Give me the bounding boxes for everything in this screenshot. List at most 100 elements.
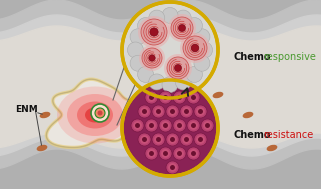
Circle shape	[159, 91, 172, 104]
Circle shape	[147, 149, 156, 158]
Circle shape	[150, 28, 158, 36]
Circle shape	[168, 163, 177, 172]
Circle shape	[194, 29, 210, 45]
Circle shape	[154, 107, 163, 116]
Circle shape	[141, 19, 167, 45]
Circle shape	[198, 109, 203, 114]
Circle shape	[152, 105, 165, 118]
Circle shape	[191, 44, 199, 52]
Circle shape	[142, 109, 147, 114]
Circle shape	[182, 107, 191, 116]
Circle shape	[145, 147, 158, 160]
Circle shape	[180, 105, 193, 118]
Circle shape	[196, 107, 205, 116]
Ellipse shape	[213, 92, 223, 98]
Circle shape	[156, 109, 161, 114]
Circle shape	[130, 55, 146, 71]
Circle shape	[189, 149, 198, 158]
Circle shape	[154, 135, 163, 144]
Circle shape	[177, 95, 182, 100]
Circle shape	[194, 105, 207, 118]
Circle shape	[135, 123, 140, 128]
Circle shape	[175, 149, 184, 158]
Circle shape	[175, 10, 191, 26]
Circle shape	[182, 135, 191, 144]
Circle shape	[171, 17, 193, 39]
Ellipse shape	[243, 112, 253, 118]
Circle shape	[194, 133, 207, 146]
Circle shape	[191, 151, 196, 156]
Circle shape	[187, 147, 200, 160]
Circle shape	[173, 147, 186, 160]
Circle shape	[156, 137, 161, 142]
Circle shape	[166, 161, 179, 174]
Ellipse shape	[57, 87, 133, 143]
Polygon shape	[47, 79, 155, 147]
Circle shape	[168, 107, 177, 116]
Circle shape	[163, 95, 168, 100]
Circle shape	[142, 48, 162, 68]
Circle shape	[138, 105, 151, 118]
Circle shape	[175, 93, 184, 102]
Circle shape	[138, 67, 153, 82]
Circle shape	[98, 111, 102, 115]
Circle shape	[194, 55, 210, 71]
Circle shape	[162, 77, 178, 93]
Ellipse shape	[267, 145, 277, 151]
Circle shape	[147, 121, 156, 130]
Circle shape	[149, 123, 154, 128]
Circle shape	[127, 42, 143, 58]
Circle shape	[170, 137, 175, 142]
Circle shape	[198, 137, 203, 142]
Circle shape	[140, 107, 149, 116]
Circle shape	[201, 119, 214, 132]
Circle shape	[167, 57, 189, 79]
Ellipse shape	[85, 108, 105, 122]
Ellipse shape	[39, 112, 50, 118]
Circle shape	[131, 119, 144, 132]
Circle shape	[166, 133, 179, 146]
Circle shape	[91, 104, 109, 122]
Circle shape	[152, 133, 165, 146]
Circle shape	[175, 121, 184, 130]
Circle shape	[178, 25, 186, 32]
Circle shape	[170, 165, 175, 170]
Circle shape	[184, 109, 189, 114]
Circle shape	[138, 16, 170, 48]
Ellipse shape	[67, 94, 123, 136]
Ellipse shape	[77, 101, 113, 129]
Circle shape	[180, 33, 210, 63]
Circle shape	[133, 121, 142, 130]
Circle shape	[122, 2, 218, 98]
Circle shape	[187, 18, 203, 34]
Text: Chemo: Chemo	[234, 130, 272, 140]
Circle shape	[159, 119, 172, 132]
Circle shape	[166, 105, 179, 118]
Circle shape	[183, 36, 207, 60]
Circle shape	[140, 135, 149, 144]
Circle shape	[145, 91, 158, 104]
Circle shape	[196, 135, 205, 144]
Circle shape	[191, 123, 196, 128]
Text: resistance: resistance	[263, 130, 313, 140]
Circle shape	[149, 95, 154, 100]
Text: Chemo: Chemo	[234, 52, 272, 62]
Circle shape	[196, 42, 213, 58]
Circle shape	[130, 29, 146, 45]
Circle shape	[138, 133, 151, 146]
Circle shape	[142, 137, 147, 142]
Circle shape	[161, 149, 170, 158]
Circle shape	[149, 55, 155, 61]
Circle shape	[161, 93, 170, 102]
Circle shape	[168, 135, 177, 144]
Circle shape	[189, 93, 198, 102]
Circle shape	[163, 123, 168, 128]
Circle shape	[147, 93, 156, 102]
Circle shape	[163, 151, 168, 156]
Circle shape	[95, 108, 105, 118]
FancyArrowPatch shape	[182, 88, 188, 96]
Circle shape	[170, 109, 175, 114]
Circle shape	[162, 7, 178, 23]
Circle shape	[177, 123, 182, 128]
Circle shape	[187, 91, 200, 104]
